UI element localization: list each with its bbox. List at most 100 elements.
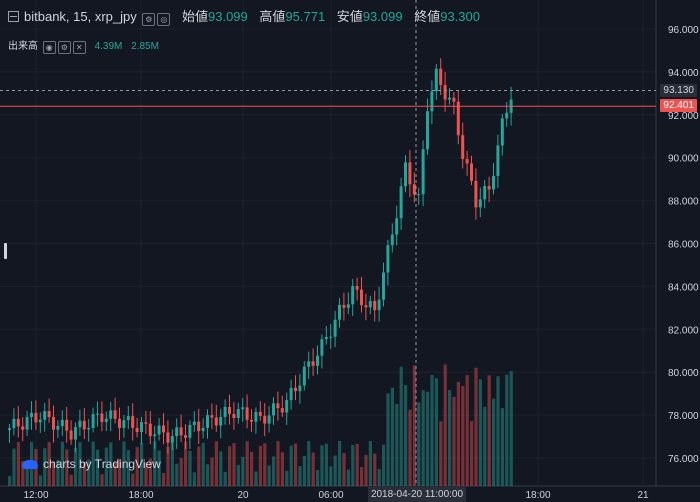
candle xyxy=(355,277,359,301)
candle-body xyxy=(302,366,306,386)
y-tick-label: 90.000 xyxy=(668,154,699,165)
tradingview-watermark[interactable]: charts by TradingView xyxy=(22,457,161,471)
volume-bar xyxy=(21,461,25,486)
close-value: 93.300 xyxy=(440,9,480,24)
candle-body xyxy=(465,158,469,164)
volume-bar xyxy=(351,445,355,486)
volume-bar xyxy=(60,441,64,486)
candle xyxy=(324,325,328,345)
candle-body xyxy=(474,180,478,208)
ohlc-legend: bitbank, 15, xrp_jpy ⚙ ◎ 始値93.099 高値95.77… xyxy=(8,6,480,26)
crosshair-price-tag: 93.130 xyxy=(660,84,697,97)
candle-body xyxy=(329,336,333,338)
volume-bar xyxy=(430,375,434,486)
candle-body xyxy=(188,425,192,438)
source-icon[interactable]: ◎ xyxy=(157,13,171,26)
x-tick-label: 12:00 xyxy=(23,490,48,501)
volume-bar xyxy=(342,453,346,486)
open-label: 始値 xyxy=(181,9,208,24)
candle xyxy=(8,423,11,443)
candle-body xyxy=(236,409,240,418)
candle-body xyxy=(25,417,29,430)
volume-bar xyxy=(219,451,223,486)
candle xyxy=(96,401,99,427)
candle xyxy=(500,114,504,156)
candle xyxy=(126,406,130,429)
candle-body xyxy=(386,245,390,273)
eye-icon[interactable]: ◉ xyxy=(42,41,56,54)
volume-bar xyxy=(113,462,117,486)
volume-bar xyxy=(294,443,298,486)
volume-bar xyxy=(478,379,482,486)
candle xyxy=(241,398,245,422)
settings-icon[interactable]: ⚙ xyxy=(57,41,71,54)
candle xyxy=(162,413,165,445)
candle xyxy=(408,150,412,198)
candle xyxy=(47,398,51,423)
candle-body xyxy=(250,419,253,422)
candle xyxy=(298,374,302,404)
candle xyxy=(263,403,267,437)
candle xyxy=(364,293,368,321)
volume-bar xyxy=(47,442,51,486)
y-tick-label: 76.000 xyxy=(668,454,699,465)
candle xyxy=(245,394,249,429)
candle-body xyxy=(342,304,346,308)
candle xyxy=(179,414,183,442)
volume-bar xyxy=(179,457,183,486)
settings-icon[interactable]: ⚙ xyxy=(142,13,156,26)
volume-bar xyxy=(52,461,56,486)
collapse-icon[interactable] xyxy=(8,11,19,22)
volume-bar xyxy=(399,366,403,486)
candle xyxy=(34,400,38,430)
candle-body xyxy=(448,97,451,100)
low-label: 安値 xyxy=(336,9,363,24)
candle-body xyxy=(404,162,407,187)
volume-bar xyxy=(456,381,460,486)
volume-bar xyxy=(452,396,456,486)
volume-bar xyxy=(421,390,425,486)
candle-body xyxy=(43,411,47,420)
candle-body xyxy=(399,186,403,219)
candle xyxy=(386,239,390,286)
high-label: 高値 xyxy=(259,9,286,24)
close-icon[interactable]: ✕ xyxy=(72,41,86,54)
candle-body xyxy=(452,97,456,102)
volume-bar xyxy=(126,450,130,486)
candle xyxy=(100,401,104,432)
candle xyxy=(417,187,421,206)
candle xyxy=(91,407,95,433)
candle xyxy=(421,140,425,207)
candle xyxy=(434,63,438,100)
candle xyxy=(148,410,152,445)
x-tick-label: 06:00 xyxy=(318,490,343,501)
candle-body xyxy=(373,300,377,311)
candle xyxy=(52,405,55,443)
candle-body xyxy=(333,319,337,337)
candle-body xyxy=(470,163,473,181)
candle-body xyxy=(324,336,328,340)
tradingview-cloud-icon xyxy=(22,460,38,469)
candle-body xyxy=(412,184,416,195)
volume-bar xyxy=(245,441,249,486)
volume-bar xyxy=(214,441,218,486)
candle xyxy=(140,416,143,445)
low-value: 93.099 xyxy=(362,9,403,24)
candle xyxy=(412,172,416,203)
candle xyxy=(390,223,394,253)
candle xyxy=(377,286,381,322)
volume-bar xyxy=(87,459,91,486)
volume-bar xyxy=(307,441,311,486)
candle-body xyxy=(166,432,170,443)
volume-bar xyxy=(324,443,328,486)
candle xyxy=(492,163,495,195)
candle xyxy=(118,407,121,441)
candle-body xyxy=(47,411,51,418)
volume-bar xyxy=(483,406,487,486)
candle-body xyxy=(351,286,355,305)
volume-bar xyxy=(509,371,513,486)
candle-body xyxy=(408,162,412,185)
candle xyxy=(470,155,473,186)
candle-body xyxy=(179,427,183,436)
